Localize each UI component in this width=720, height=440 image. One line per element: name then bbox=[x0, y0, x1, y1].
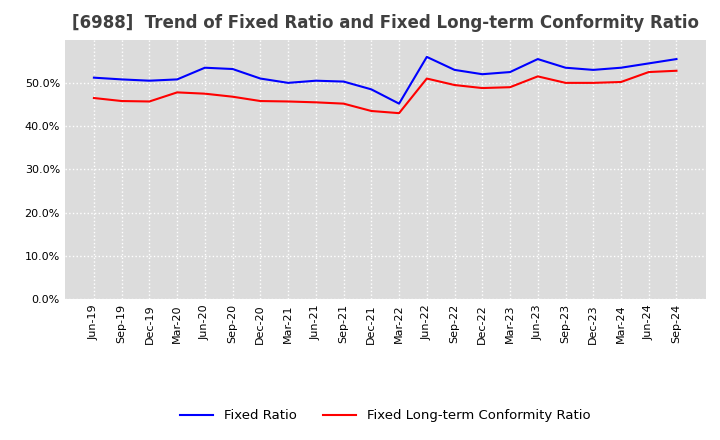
Legend: Fixed Ratio, Fixed Long-term Conformity Ratio: Fixed Ratio, Fixed Long-term Conformity … bbox=[175, 404, 595, 428]
Fixed Long-term Conformity Ratio bbox=[423, 76, 431, 81]
Fixed Ratio bbox=[561, 65, 570, 70]
Fixed Ratio bbox=[395, 101, 403, 106]
Line: Fixed Long-term Conformity Ratio: Fixed Long-term Conformity Ratio bbox=[94, 71, 677, 113]
Fixed Ratio bbox=[228, 66, 237, 72]
Fixed Long-term Conformity Ratio bbox=[395, 110, 403, 116]
Fixed Long-term Conformity Ratio bbox=[89, 95, 98, 101]
Fixed Long-term Conformity Ratio bbox=[616, 79, 625, 84]
Fixed Ratio bbox=[423, 54, 431, 59]
Fixed Long-term Conformity Ratio bbox=[561, 80, 570, 85]
Fixed Long-term Conformity Ratio bbox=[284, 99, 292, 104]
Fixed Ratio bbox=[284, 80, 292, 85]
Fixed Long-term Conformity Ratio bbox=[644, 70, 653, 75]
Fixed Ratio bbox=[89, 75, 98, 81]
Fixed Ratio bbox=[145, 78, 154, 83]
Fixed Ratio bbox=[505, 70, 514, 75]
Fixed Long-term Conformity Ratio bbox=[450, 82, 459, 88]
Fixed Long-term Conformity Ratio bbox=[173, 90, 181, 95]
Fixed Ratio bbox=[117, 77, 126, 82]
Line: Fixed Ratio: Fixed Ratio bbox=[94, 57, 677, 104]
Fixed Long-term Conformity Ratio bbox=[256, 99, 265, 104]
Fixed Ratio bbox=[173, 77, 181, 82]
Fixed Ratio bbox=[534, 56, 542, 62]
Fixed Long-term Conformity Ratio bbox=[228, 94, 237, 99]
Fixed Ratio bbox=[312, 78, 320, 83]
Fixed Long-term Conformity Ratio bbox=[117, 99, 126, 104]
Fixed Long-term Conformity Ratio bbox=[312, 100, 320, 105]
Fixed Long-term Conformity Ratio bbox=[201, 91, 210, 96]
Fixed Long-term Conformity Ratio bbox=[339, 101, 348, 106]
Fixed Long-term Conformity Ratio bbox=[505, 84, 514, 90]
Fixed Ratio bbox=[672, 56, 681, 62]
Fixed Ratio bbox=[450, 67, 459, 73]
Fixed Long-term Conformity Ratio bbox=[534, 74, 542, 79]
Fixed Ratio bbox=[478, 72, 487, 77]
Fixed Ratio bbox=[339, 79, 348, 84]
Fixed Ratio bbox=[589, 67, 598, 73]
Fixed Long-term Conformity Ratio bbox=[145, 99, 154, 104]
Fixed Long-term Conformity Ratio bbox=[672, 68, 681, 73]
Fixed Ratio bbox=[256, 76, 265, 81]
Fixed Ratio bbox=[616, 65, 625, 70]
Fixed Ratio bbox=[201, 65, 210, 70]
Fixed Ratio bbox=[644, 61, 653, 66]
Fixed Ratio bbox=[367, 87, 376, 92]
Fixed Long-term Conformity Ratio bbox=[478, 85, 487, 91]
Fixed Long-term Conformity Ratio bbox=[367, 108, 376, 114]
Fixed Long-term Conformity Ratio bbox=[589, 80, 598, 85]
Title: [6988]  Trend of Fixed Ratio and Fixed Long-term Conformity Ratio: [6988] Trend of Fixed Ratio and Fixed Lo… bbox=[72, 15, 698, 33]
